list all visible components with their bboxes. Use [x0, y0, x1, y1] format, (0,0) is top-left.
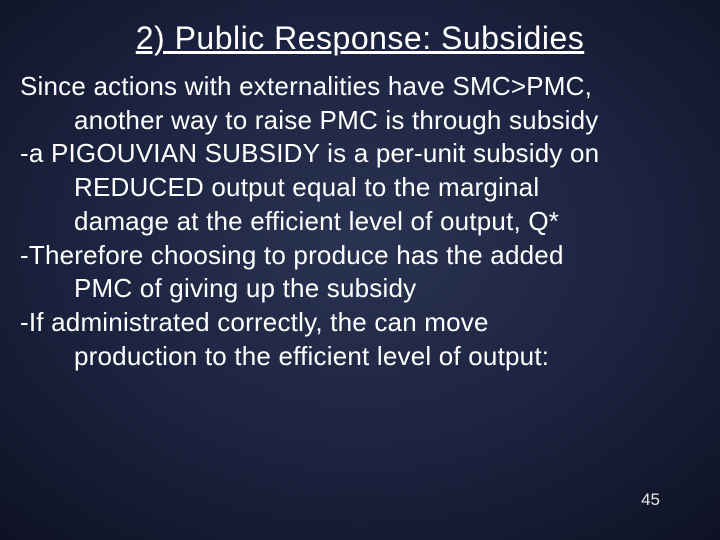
body-line: another way to raise PMC is through subs… [20, 105, 700, 137]
body-line: Since actions with externalities have SM… [20, 71, 700, 103]
body-line: production to the efficient level of out… [20, 341, 700, 373]
slide-container: 2) Public Response: Subsidies Since acti… [0, 0, 720, 540]
body-line: REDUCED output equal to the marginal [20, 172, 700, 204]
body-line: -If administrated correctly, the can mov… [20, 307, 700, 339]
body-line: -Therefore choosing to produce has the a… [20, 240, 700, 272]
page-number: 45 [641, 490, 660, 510]
slide-title: 2) Public Response: Subsidies [20, 20, 700, 57]
body-line: -a PIGOUVIAN SUBSIDY is a per-unit subsi… [20, 138, 700, 170]
body-line: damage at the efficient level of output,… [20, 206, 700, 238]
body-line: PMC of giving up the subsidy [20, 273, 700, 305]
slide-body: Since actions with externalities have SM… [20, 71, 700, 372]
